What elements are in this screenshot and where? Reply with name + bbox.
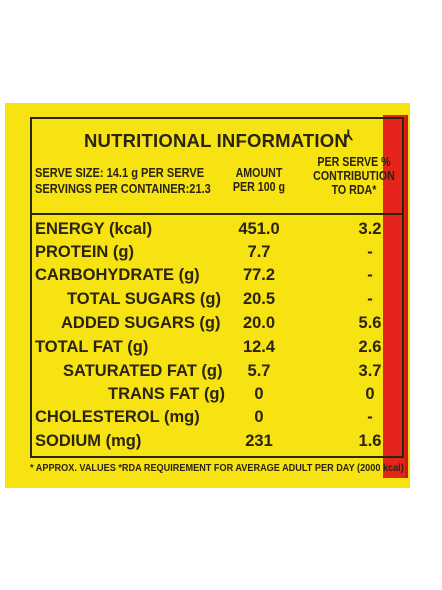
row-label: ADDED SUGARS (g) — [61, 314, 221, 332]
row-rda: 5.6 — [358, 314, 382, 332]
table-frame — [30, 117, 404, 458]
table-row: ADDED SUGARS (g) 20.0 5.6 — [0, 312, 442, 334]
rda-header-line-2: CONTRIBUTION — [313, 168, 395, 183]
row-per100: 12.4 — [242, 338, 276, 356]
red-edge-strip — [383, 115, 405, 478]
row-rda: - — [367, 266, 373, 284]
header-divider — [30, 213, 404, 215]
row-per100: 0 — [254, 385, 264, 403]
table-row: TRANS FAT (g) 0 0 — [0, 383, 442, 405]
row-label: CHOLESTEROL (mg) — [35, 408, 200, 426]
rda-header-line-1: PER SERVE % — [317, 154, 391, 169]
table-row: ENERGY (kcal) 451.0 3.2 — [0, 218, 442, 240]
table-row: CHOLESTEROL (mg) 0 - — [0, 406, 442, 428]
row-rda: 0 — [365, 385, 375, 403]
row-rda: - — [367, 243, 373, 261]
table-row: SATURATED FAT (g) 5.7 3.7 — [0, 360, 442, 382]
row-rda: 1.6 — [358, 432, 382, 450]
row-rda: - — [367, 408, 373, 426]
tear-arrow-icon: ⅄ — [344, 127, 353, 143]
row-label: SATURATED FAT (g) — [63, 362, 223, 380]
row-rda: - — [367, 290, 373, 308]
row-label: TRANS FAT (g) — [108, 385, 226, 403]
row-rda: 2.6 — [358, 338, 382, 356]
rda-header: PER SERVE % CONTRIBUTION TO RDA* — [311, 155, 396, 197]
row-label: SODIUM (mg) — [35, 432, 142, 450]
table-row: PROTEIN (g) 7.7 - — [0, 241, 442, 263]
amount-header: AMOUNT PER 100 g — [229, 166, 290, 194]
red-edge-line — [405, 115, 408, 478]
amount-header-line-1: AMOUNT — [235, 165, 283, 180]
rda-header-line-3: TO RDA* — [331, 182, 377, 197]
row-per100: 7.7 — [247, 243, 271, 261]
label-background — [5, 103, 410, 488]
row-per100: 77.2 — [242, 266, 276, 284]
table-row: TOTAL SUGARS (g) 20.5 - — [0, 288, 442, 310]
table-row: CARBOHYDRATE (g) 77.2 - — [0, 264, 442, 286]
row-label: CARBOHYDRATE (g) — [35, 266, 200, 284]
servings-per-container: SERVINGS PER CONTAINER:21.3 — [35, 181, 211, 196]
row-per100: 20.5 — [242, 290, 276, 308]
row-label: TOTAL SUGARS (g) — [67, 290, 221, 308]
serve-size: SERVE SIZE: 14.1 g PER SERVE — [35, 165, 205, 180]
row-rda: 3.7 — [358, 362, 382, 380]
table-title: NUTRITIONAL INFORMATION — [84, 130, 348, 151]
row-label: TOTAL FAT (g) — [35, 338, 149, 356]
row-per100: 0 — [254, 408, 264, 426]
row-per100: 5.7 — [247, 362, 271, 380]
row-label: PROTEIN (g) — [35, 243, 134, 261]
row-per100: 20.0 — [242, 314, 276, 332]
row-rda: 3.2 — [358, 220, 382, 238]
table-row: TOTAL FAT (g) 12.4 2.6 — [0, 336, 442, 358]
amount-header-line-2: PER 100 g — [232, 179, 286, 194]
row-per100: 231 — [245, 432, 273, 450]
table-row: SODIUM (mg) 231 1.6 — [0, 430, 442, 452]
footnote: * APPROX. VALUES *RDA REQUIREMENT FOR AV… — [30, 462, 404, 474]
row-label: ENERGY (kcal) — [35, 220, 153, 238]
row-per100: 451.0 — [238, 220, 280, 238]
